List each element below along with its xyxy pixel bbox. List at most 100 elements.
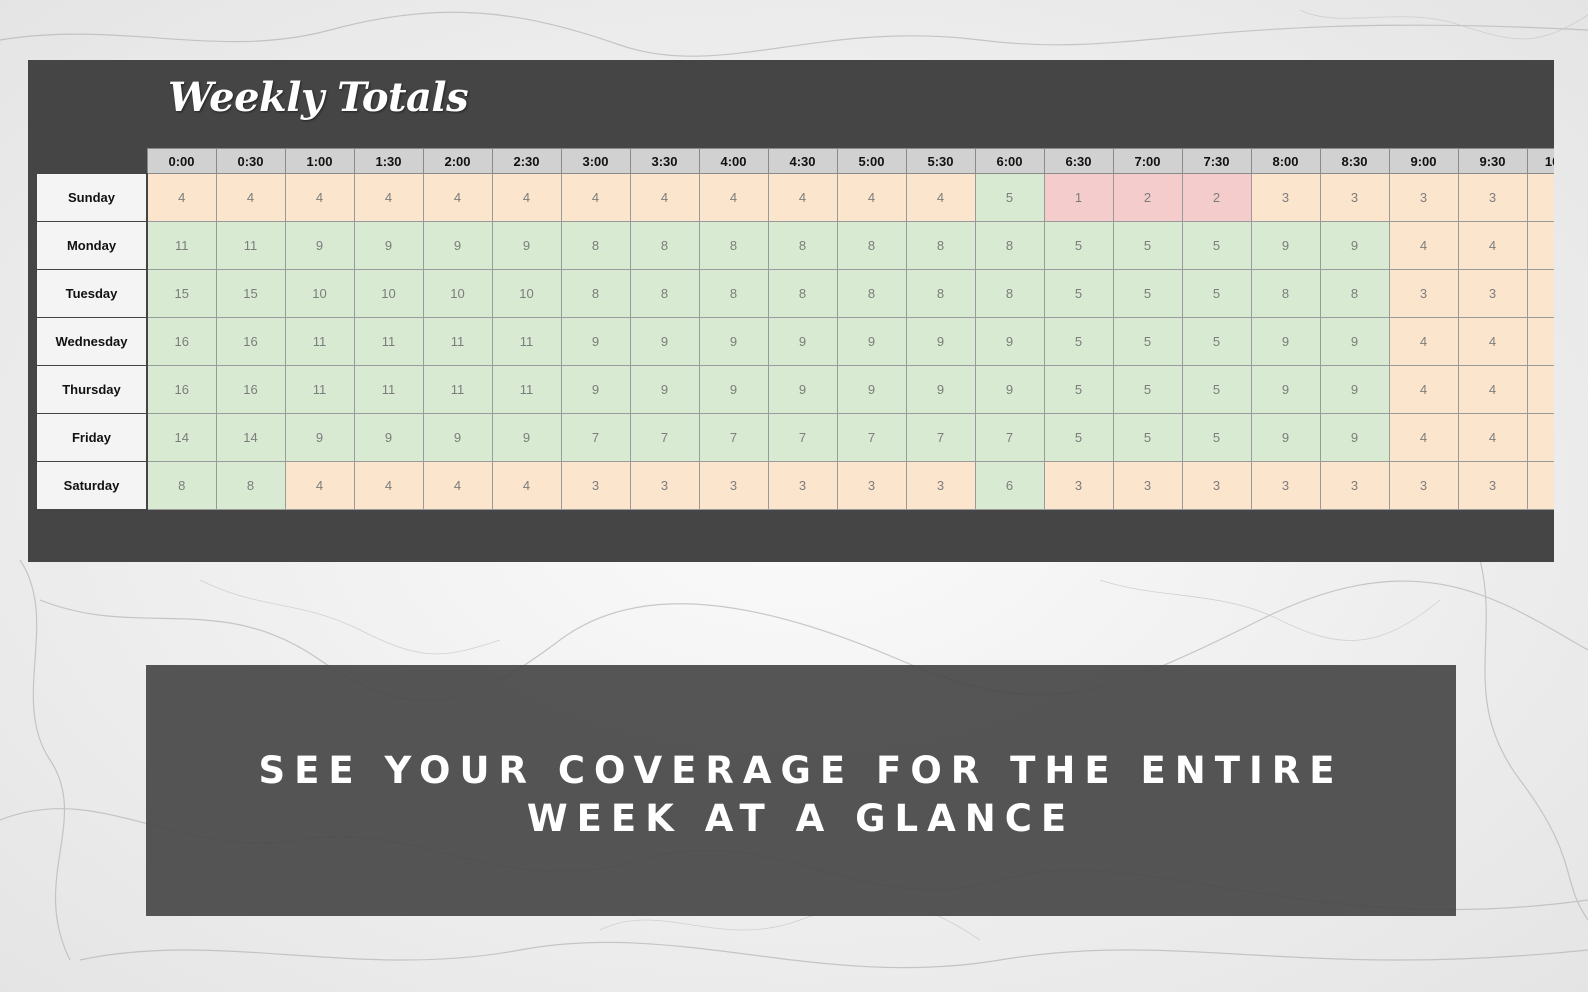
coverage-cell[interactable]: 5: [1112, 365, 1183, 414]
coverage-cell[interactable]: 9: [1319, 221, 1390, 270]
coverage-cell[interactable]: 15: [146, 269, 217, 318]
coverage-cell[interactable]: 9: [974, 317, 1045, 366]
coverage-cell[interactable]: 10: [284, 269, 355, 318]
coverage-cell[interactable]: 9: [629, 317, 700, 366]
day-label-cell[interactable]: Saturday: [36, 461, 148, 510]
time-header-cell[interactable]: 7:00: [1112, 148, 1183, 174]
coverage-cell[interactable]: 8: [905, 221, 976, 270]
coverage-cell[interactable]: 3: [1043, 461, 1114, 510]
coverage-cell[interactable]: 3: [698, 461, 769, 510]
coverage-cell[interactable]: 4: [284, 461, 355, 510]
coverage-cell[interactable]: 4: [1388, 317, 1459, 366]
coverage-cell[interactable]: 8: [629, 221, 700, 270]
coverage-cell[interactable]: 8: [629, 269, 700, 318]
coverage-cell[interactable]: 9: [1319, 317, 1390, 366]
coverage-cell[interactable]: 9: [767, 317, 838, 366]
coverage-cell[interactable]: 9: [491, 413, 562, 462]
coverage-cell[interactable]: 4: [1457, 365, 1528, 414]
time-header-cell[interactable]: 5:30: [905, 148, 976, 174]
coverage-cell[interactable]: 4: [1526, 221, 1554, 270]
coverage-cell[interactable]: 9: [905, 317, 976, 366]
coverage-cell[interactable]: 5: [1112, 221, 1183, 270]
coverage-cell[interactable]: 11: [353, 317, 424, 366]
coverage-cell[interactable]: 5: [1043, 269, 1114, 318]
coverage-cell[interactable]: 5: [1043, 413, 1114, 462]
coverage-cell[interactable]: 5: [974, 173, 1045, 222]
day-label-cell[interactable]: Tuesday: [36, 269, 148, 318]
time-header-cell[interactable]: 2:00: [422, 148, 493, 174]
time-header-cell[interactable]: 5:00: [836, 148, 907, 174]
coverage-cell[interactable]: 3: [629, 461, 700, 510]
coverage-cell[interactable]: 3: [1457, 269, 1528, 318]
coverage-cell[interactable]: 11: [284, 317, 355, 366]
day-label-cell[interactable]: Monday: [36, 221, 148, 270]
coverage-cell[interactable]: 3: [1181, 461, 1252, 510]
coverage-cell[interactable]: 9: [629, 365, 700, 414]
coverage-cell[interactable]: 4: [146, 173, 217, 222]
coverage-cell[interactable]: 8: [146, 461, 217, 510]
coverage-cell[interactable]: 9: [698, 365, 769, 414]
coverage-cell[interactable]: 9: [836, 317, 907, 366]
coverage-cell[interactable]: 3: [1319, 173, 1390, 222]
coverage-cell[interactable]: 9: [1319, 365, 1390, 414]
coverage-cell[interactable]: 4: [1388, 221, 1459, 270]
coverage-cell[interactable]: 9: [353, 221, 424, 270]
coverage-cell[interactable]: 9: [836, 365, 907, 414]
coverage-cell[interactable]: 16: [215, 317, 286, 366]
time-header-cell[interactable]: 9:00: [1388, 148, 1459, 174]
coverage-cell[interactable]: 11: [284, 365, 355, 414]
coverage-cell[interactable]: 7: [560, 413, 631, 462]
day-label-cell[interactable]: Sunday: [36, 173, 148, 222]
coverage-cell[interactable]: 9: [974, 365, 1045, 414]
coverage-cell[interactable]: 6: [974, 461, 1045, 510]
coverage-cell[interactable]: 3: [767, 461, 838, 510]
time-header-cell[interactable]: 8:00: [1250, 148, 1321, 174]
coverage-cell[interactable]: 2: [1112, 173, 1183, 222]
coverage-cell[interactable]: 4: [767, 173, 838, 222]
time-header-cell[interactable]: 1:30: [353, 148, 424, 174]
coverage-cell[interactable]: 3: [836, 461, 907, 510]
coverage-cell[interactable]: 8: [1250, 269, 1321, 318]
coverage-cell[interactable]: 11: [491, 365, 562, 414]
coverage-cell[interactable]: 5: [1181, 269, 1252, 318]
coverage-cell[interactable]: 4: [1388, 413, 1459, 462]
coverage-cell[interactable]: 5: [1112, 413, 1183, 462]
time-header-cell[interactable]: 10:00: [1526, 148, 1554, 174]
coverage-cell[interactable]: 8: [215, 461, 286, 510]
time-header-cell[interactable]: 0:00: [146, 148, 217, 174]
coverage-cell[interactable]: 11: [422, 317, 493, 366]
coverage-cell[interactable]: 9: [698, 317, 769, 366]
coverage-cell[interactable]: 3: [1112, 461, 1183, 510]
day-label-cell[interactable]: Thursday: [36, 365, 148, 414]
coverage-cell[interactable]: 4: [284, 173, 355, 222]
coverage-cell[interactable]: 4: [422, 461, 493, 510]
coverage-cell[interactable]: 4: [1457, 317, 1528, 366]
coverage-cell[interactable]: 10: [491, 269, 562, 318]
coverage-cell[interactable]: 11: [491, 317, 562, 366]
coverage-cell[interactable]: 3: [1526, 173, 1554, 222]
coverage-cell[interactable]: 3: [1457, 173, 1528, 222]
coverage-cell[interactable]: 10: [353, 269, 424, 318]
coverage-cell[interactable]: 5: [1181, 365, 1252, 414]
coverage-cell[interactable]: 4: [836, 173, 907, 222]
coverage-cell[interactable]: 4: [1457, 221, 1528, 270]
coverage-cell[interactable]: 8: [1319, 269, 1390, 318]
coverage-cell[interactable]: 4: [1526, 317, 1554, 366]
coverage-cell[interactable]: 9: [491, 221, 562, 270]
coverage-cell[interactable]: 11: [353, 365, 424, 414]
coverage-cell[interactable]: 8: [836, 221, 907, 270]
coverage-cell[interactable]: 5: [1043, 221, 1114, 270]
coverage-cell[interactable]: 4: [1388, 365, 1459, 414]
coverage-cell[interactable]: 3: [1250, 461, 1321, 510]
coverage-cell[interactable]: 4: [422, 173, 493, 222]
coverage-cell[interactable]: 14: [215, 413, 286, 462]
coverage-cell[interactable]: 3: [1526, 269, 1554, 318]
coverage-cell[interactable]: 9: [1250, 221, 1321, 270]
coverage-cell[interactable]: 9: [1250, 365, 1321, 414]
coverage-cell[interactable]: 10: [422, 269, 493, 318]
coverage-cell[interactable]: 5: [1112, 269, 1183, 318]
time-header-cell[interactable]: 9:30: [1457, 148, 1528, 174]
coverage-cell[interactable]: 9: [1250, 317, 1321, 366]
coverage-cell[interactable]: 1: [1043, 173, 1114, 222]
coverage-cell[interactable]: 15: [215, 269, 286, 318]
